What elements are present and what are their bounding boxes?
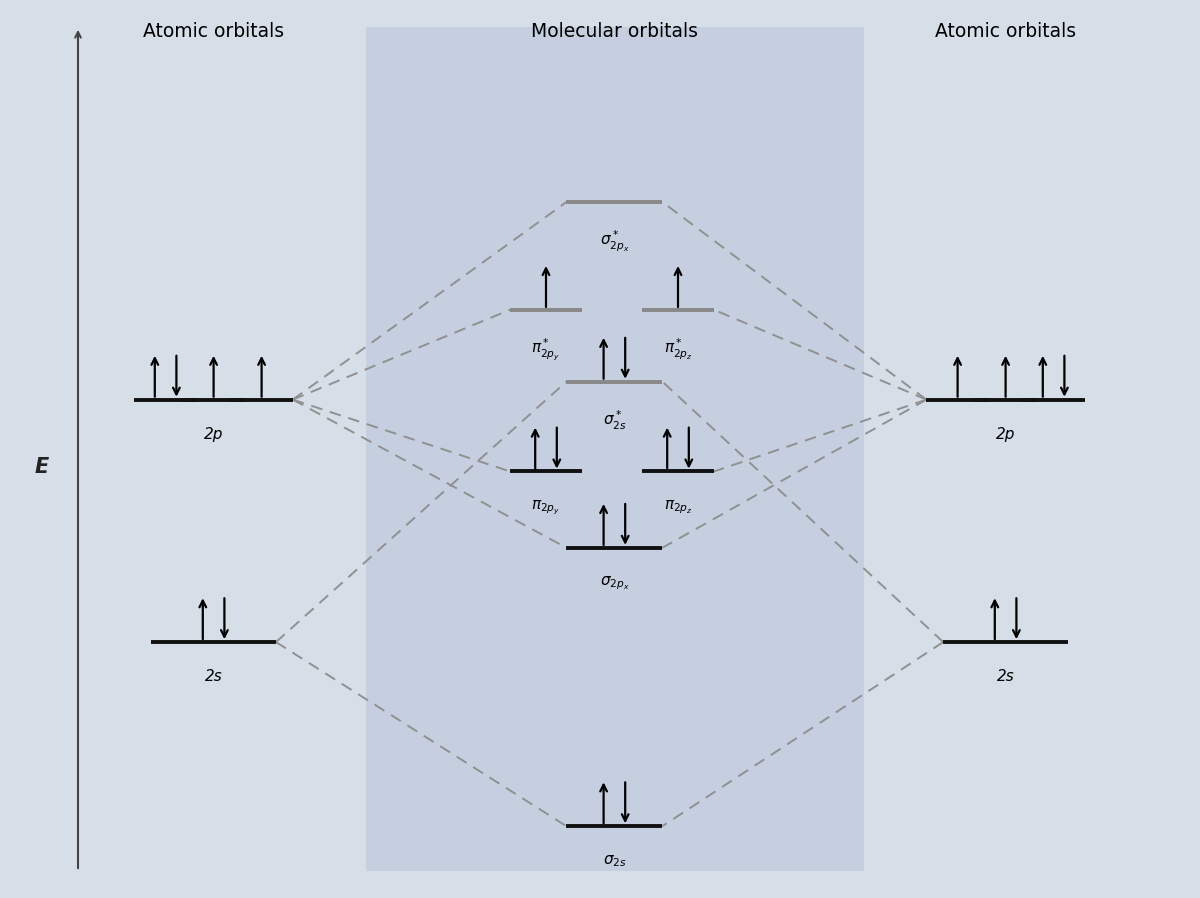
Text: $\sigma_{2p_x}$: $\sigma_{2p_x}$ bbox=[600, 575, 629, 593]
Text: $\pi_{2p_z}$: $\pi_{2p_z}$ bbox=[664, 498, 692, 516]
Text: 2p: 2p bbox=[204, 427, 223, 442]
FancyBboxPatch shape bbox=[366, 27, 864, 871]
Text: $\sigma^*_{2p_x}$: $\sigma^*_{2p_x}$ bbox=[600, 229, 629, 254]
Text: $\sigma_{2s}$: $\sigma_{2s}$ bbox=[602, 853, 626, 868]
Text: 2p: 2p bbox=[996, 427, 1015, 442]
Text: Atomic orbitals: Atomic orbitals bbox=[935, 22, 1076, 41]
Text: $\sigma^*_{2s}$: $\sigma^*_{2s}$ bbox=[602, 409, 626, 432]
Text: $\pi^*_{2p_y}$: $\pi^*_{2p_y}$ bbox=[532, 337, 560, 363]
Text: $\pi_{2p_y}$: $\pi_{2p_y}$ bbox=[532, 498, 560, 516]
Text: $\pi^*_{2p_z}$: $\pi^*_{2p_z}$ bbox=[664, 337, 692, 362]
Text: E: E bbox=[35, 457, 49, 477]
Text: Molecular orbitals: Molecular orbitals bbox=[530, 22, 698, 41]
Text: 2s: 2s bbox=[205, 669, 222, 684]
Text: 2s: 2s bbox=[997, 669, 1014, 684]
Text: Atomic orbitals: Atomic orbitals bbox=[143, 22, 284, 41]
